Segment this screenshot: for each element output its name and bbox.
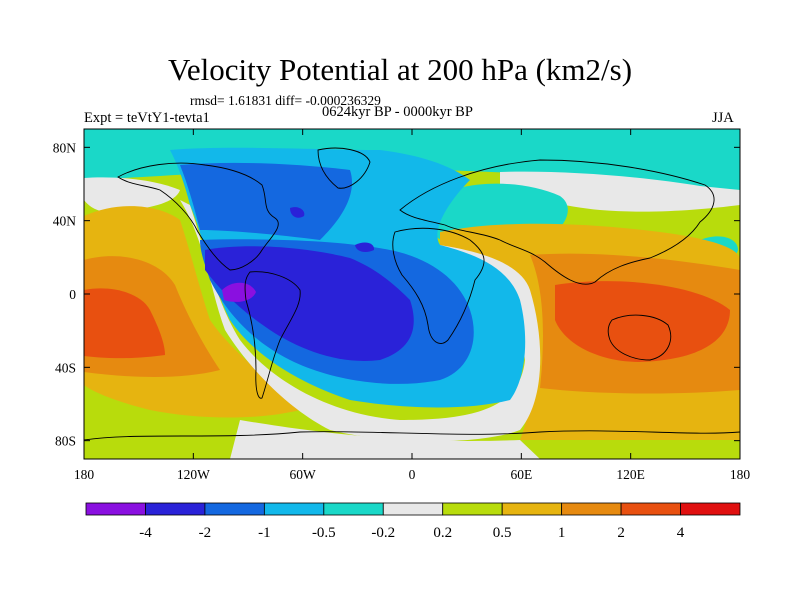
colorbar-swatch bbox=[263, 502, 325, 516]
x-tick-label: 120W bbox=[177, 467, 210, 482]
colorbar-label: -4 bbox=[139, 525, 152, 541]
north-america-blue bbox=[180, 162, 353, 240]
colorbar-swatch bbox=[561, 502, 622, 516]
axis-ticks: 180 120W 60W 0 60E 120E 180 80N 40N 0 40S 80S bbox=[53, 129, 751, 482]
antarctic-white bbox=[230, 420, 540, 459]
colorbar-swatch bbox=[680, 502, 741, 516]
period-label: 0624kyr BP - 0000kyr BP bbox=[322, 104, 473, 120]
mid-atlantic-dark-spot bbox=[355, 242, 375, 253]
map-title: Velocity Potential at 200 hPa (km2/s) bbox=[167, 52, 633, 87]
australia-coast bbox=[607, 314, 672, 361]
colorbar-label: 0.2 bbox=[433, 525, 452, 541]
minimum-purple bbox=[222, 282, 256, 302]
x-tick-label: 180 bbox=[730, 467, 751, 482]
colorbar-label: 4 bbox=[677, 525, 685, 541]
colorbar-swatch bbox=[442, 502, 503, 516]
colorbar-label: 0.5 bbox=[493, 525, 512, 541]
colorbar-label: -0.5 bbox=[312, 525, 336, 541]
colorbar-label: 1 bbox=[558, 525, 566, 541]
colorbar-swatch bbox=[323, 502, 384, 516]
colorbar-swatch bbox=[204, 502, 265, 516]
contour-field bbox=[84, 129, 740, 459]
colorbar-swatch bbox=[85, 502, 146, 516]
south-america-dark-blue bbox=[205, 246, 414, 361]
x-tick-label: 60W bbox=[290, 467, 317, 482]
experiment-label: Expt = teVtY1-tevta1 bbox=[84, 110, 210, 126]
y-tick-label: 0 bbox=[69, 287, 76, 302]
x-tick-label: 120E bbox=[616, 467, 645, 482]
antarctica-coast bbox=[84, 430, 740, 441]
north-pacific-white bbox=[84, 177, 180, 212]
y-tick-label: 40N bbox=[53, 214, 77, 229]
x-tick-label: 180 bbox=[74, 467, 95, 482]
season-label: JJA bbox=[712, 110, 734, 126]
zero-ribbon bbox=[180, 200, 541, 442]
y-tick-label: 40S bbox=[55, 360, 76, 375]
greenland-coast bbox=[317, 147, 371, 189]
colorbar-swatch bbox=[620, 502, 681, 516]
coastlines bbox=[84, 147, 740, 441]
colorbar-swatch bbox=[501, 502, 563, 516]
x-tick-label: 60E bbox=[510, 467, 532, 482]
pacific-east-red bbox=[84, 288, 165, 359]
north-america-coast bbox=[117, 162, 279, 271]
rmsd-diff-stats: rmsd= 1.61831 diff= -0.000236329 bbox=[190, 93, 381, 108]
eurasia-coast bbox=[399, 159, 715, 285]
colorbar-label: -2 bbox=[199, 525, 212, 541]
south-america-coast bbox=[244, 271, 301, 399]
colorbar-label: -1 bbox=[258, 525, 271, 541]
colorbar-swatch bbox=[145, 502, 206, 516]
y-tick-label: 80S bbox=[55, 434, 76, 449]
colorbar-label: -0.2 bbox=[371, 525, 395, 541]
colorbar-swatch bbox=[382, 502, 444, 516]
colorbar: -4 -2 -1 -0.5 -0.2 0.2 0.5 1 2 4 bbox=[85, 502, 741, 541]
africa-coast bbox=[392, 227, 485, 344]
colorbar-label: 2 bbox=[617, 525, 625, 541]
y-tick-label: 80N bbox=[53, 140, 77, 155]
north-atlantic-dark-spot bbox=[290, 207, 305, 218]
x-tick-label: 0 bbox=[409, 467, 416, 482]
indo-pacific-red bbox=[555, 281, 730, 362]
